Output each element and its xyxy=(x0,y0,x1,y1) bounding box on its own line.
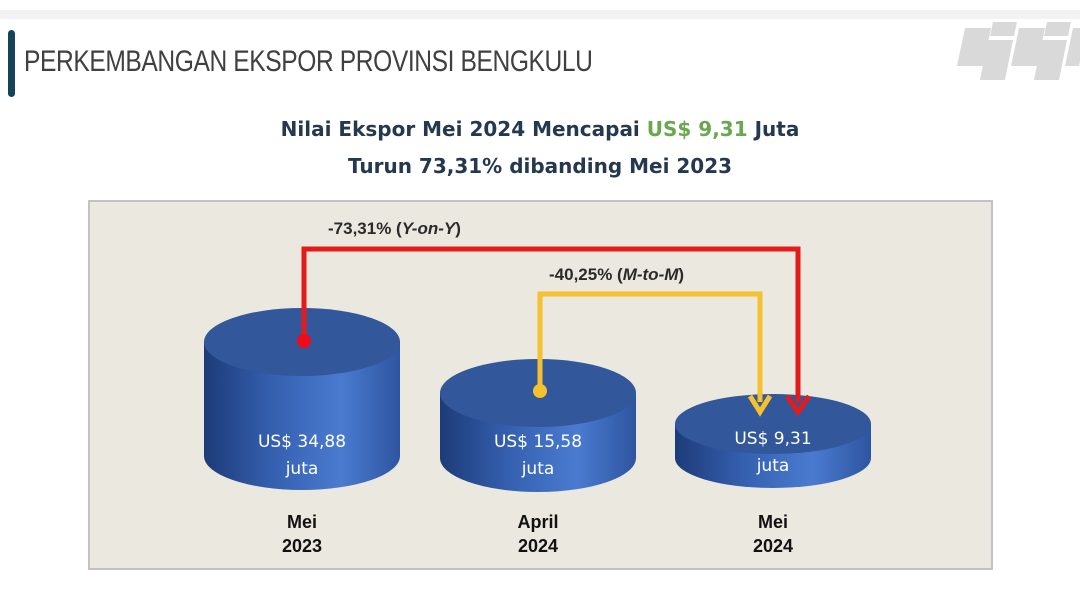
value-label-mei-2023: US$ 34,88 juta xyxy=(257,432,347,479)
cylinder-mei-2024 xyxy=(675,394,871,488)
yoy-arrow xyxy=(297,246,812,417)
headline-prefix: Nilai Ekspor Mei 2024 Mencapai xyxy=(280,117,647,141)
page-title: PERKEMBANGAN EKSPOR PROVINSI BENGKULU xyxy=(24,45,593,78)
title-accent-bar xyxy=(8,30,15,97)
category-label-mei-2024: Mei 2024 xyxy=(752,512,794,556)
category-label-april-2024: April 2024 xyxy=(517,512,559,556)
headline-highlight-value: US$ 9,31 xyxy=(646,117,748,141)
bps-logo-icon xyxy=(957,22,1080,80)
headline-line-2: Turun 73,31% dibanding Mei 2023 xyxy=(347,154,733,178)
category-label-mei-2023: Mei 2023 xyxy=(281,512,323,556)
cylinder-chart xyxy=(204,246,871,492)
value-label-mei-2024: US$ 9,31 juta xyxy=(734,429,812,476)
top-strip xyxy=(0,10,1080,19)
mtm-arrow xyxy=(533,291,773,417)
mtm-change-label: -40,25% (M-to-M) xyxy=(549,265,685,284)
headline-suffix: Juta xyxy=(747,117,800,141)
value-label-april-2024: US$ 15,58 juta xyxy=(493,432,583,479)
yoy-change-label: -73,31% (Y-on-Y) xyxy=(328,219,461,238)
headline-line-1: Nilai Ekspor Mei 2024 Mencapai US$ 9,31 … xyxy=(0,117,1080,141)
chart-panel: -73,31% (Y-on-Y) -40,25% (M-to-M) US$ 34… xyxy=(88,200,993,570)
